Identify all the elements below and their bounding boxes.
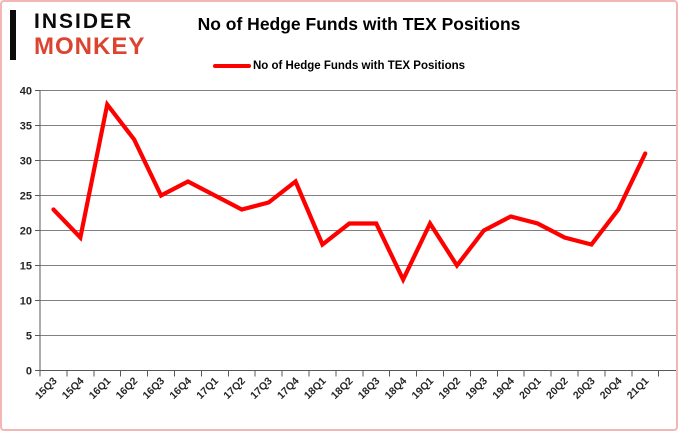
x-axis-label: 20Q3	[571, 375, 598, 402]
chart-title: No of Hedge Funds with TEX Positions	[197, 14, 521, 34]
x-axis-label: 18Q4	[383, 375, 410, 402]
y-axis-label: 10	[20, 296, 32, 308]
y-axis-label: 20	[20, 226, 32, 238]
x-axis-label: 19Q1	[410, 375, 437, 402]
y-axis-label: 5	[26, 331, 32, 343]
logo-left-bar	[10, 10, 16, 60]
chart-legend: No of Hedge Funds with TEX Positions	[2, 60, 676, 72]
legend-line-swatch-icon	[212, 64, 251, 68]
legend-label: No of Hedge Funds with TEX Positions	[252, 60, 466, 72]
y-axis-label: 35	[20, 121, 32, 133]
x-axis-label: 19Q2	[436, 375, 463, 402]
x-axis-label: 20Q4	[598, 375, 625, 402]
x-axis-label: 16Q1	[87, 375, 114, 402]
x-axis-label: 16Q2	[114, 375, 141, 402]
x-axis-label: 17Q1	[194, 375, 221, 402]
x-axis-label: 20Q2	[544, 375, 571, 402]
y-axis-label: 0	[26, 366, 32, 378]
x-axis-label: 19Q4	[490, 375, 517, 402]
x-axis-label: 18Q3	[356, 375, 383, 402]
y-axis-label: 30	[20, 156, 32, 168]
insider-monkey-logo: INSIDER MONKEY	[10, 10, 145, 60]
logo-text-insider: INSIDER	[34, 10, 134, 33]
x-axis-label: 15Q4	[60, 375, 87, 402]
x-axis-label: 17Q4	[275, 375, 302, 402]
x-axis-label: 21Q1	[625, 375, 652, 402]
series-line	[51, 99, 648, 285]
y-axis-label: 40	[20, 86, 32, 98]
x-axis-label: 15Q3	[33, 375, 60, 402]
x-axis-label: 18Q1	[302, 375, 329, 402]
x-axis-label: 19Q3	[463, 375, 490, 402]
x-axis-label: 18Q2	[329, 375, 356, 402]
y-axis-label: 15	[20, 261, 32, 273]
logo-text-monkey: MONKEY	[34, 33, 146, 60]
x-axis-label: 17Q2	[221, 375, 248, 402]
x-axis-label: 20Q1	[517, 375, 544, 402]
x-axis-label: 16Q4	[167, 375, 194, 402]
y-axis-label: 25	[20, 191, 32, 203]
x-axis-label: 16Q3	[141, 375, 168, 402]
x-axis-label: 17Q3	[248, 375, 275, 402]
